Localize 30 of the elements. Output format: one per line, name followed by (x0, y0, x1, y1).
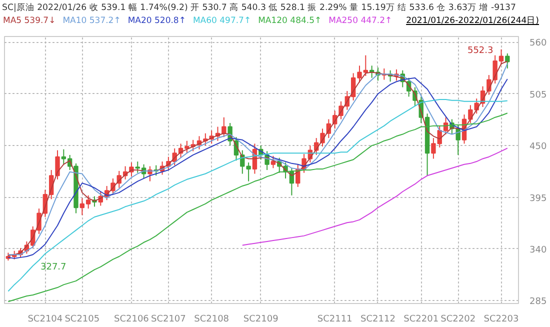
x-tick-label: SC2109 (243, 314, 279, 324)
y-tick-label: 285 (530, 297, 547, 308)
text: MA10 537.2↑ (62, 16, 121, 26)
chart-title: SC|原油 2022/01/26 收 539.1 幅 1.74%(9.2) 开 530.7 高 540.3 低 528.1 振 2.29% 量 15.19万 结 533.6 仓 3.63万 增 -9137 (1, 2, 517, 15)
y-tick-label: 340 (530, 245, 547, 256)
y-tick-label: 450 (530, 142, 547, 152)
x-tick-label: SC2111 (317, 314, 352, 324)
y-tick-label: 395 (530, 194, 547, 204)
x-tick-label: SC2107 (150, 314, 186, 324)
text: MA20 520.8↑ (128, 16, 186, 26)
candlestick (505, 52, 510, 69)
line-series (242, 148, 508, 246)
x-tick-label: SC2203 (484, 314, 519, 324)
text: MA5 539.7↓ (3, 16, 56, 26)
candlestick (270, 155, 276, 169)
x-tick-label: SC2202 (440, 314, 476, 324)
x-tick-label: SC2112 (360, 314, 396, 324)
annotation: 327.7 (40, 262, 66, 272)
x-tick-label: SC2104 (28, 314, 63, 324)
text: MA120 484.5↑ (258, 16, 322, 26)
annotation: 552.3 (467, 46, 494, 56)
text: MA250 447.2↑ (328, 16, 392, 26)
x-tick-label: SC2106 (114, 314, 150, 324)
y-tick-label: 560 (530, 38, 547, 49)
x-tick-label: SC2105 (64, 314, 100, 324)
text: 2021/01/26-2022/01/26(244日) (406, 15, 539, 28)
x-tick-label: SC2108 (194, 314, 230, 324)
x-tick-label: SC2201 (404, 314, 439, 324)
y-tick-label: 505 (530, 90, 547, 100)
text: MA60 497.7↑ (192, 16, 252, 26)
